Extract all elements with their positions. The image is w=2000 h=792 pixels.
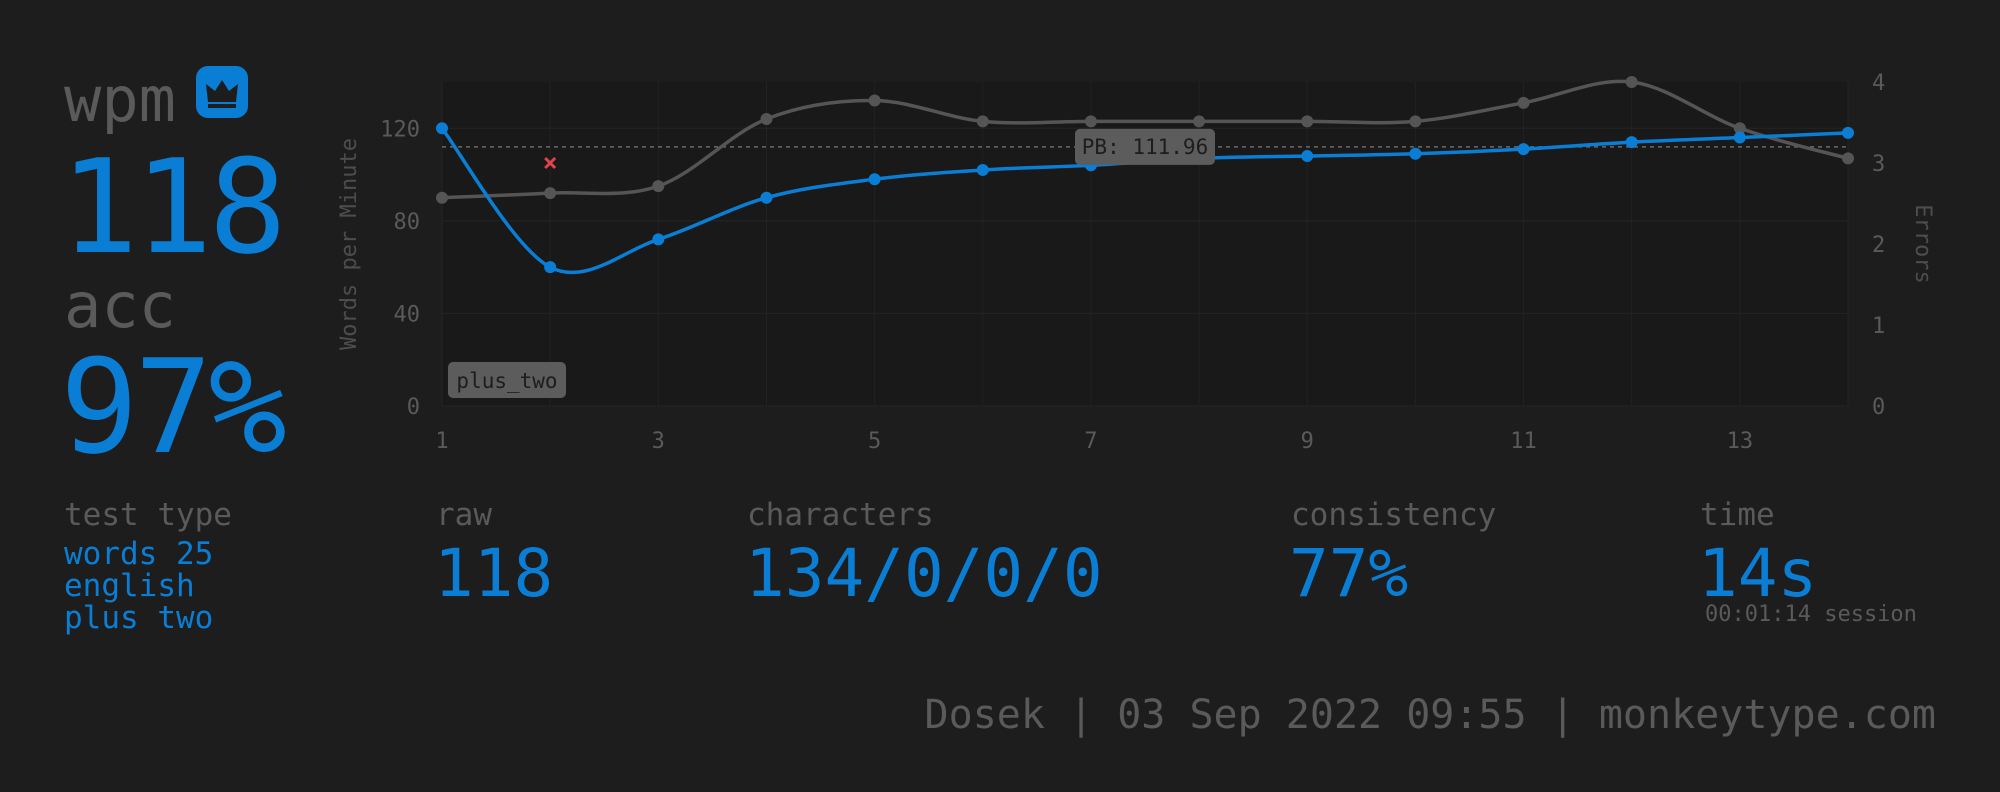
x-tick-label: 7 (1084, 429, 1097, 454)
raw-point (976, 115, 989, 128)
raw-point (436, 191, 448, 204)
test-type-list: words 25 english plus two (64, 538, 213, 634)
error-marker (544, 156, 557, 170)
pb-label: PB: 111.96 (1082, 135, 1208, 159)
test-type-language: english (64, 568, 195, 604)
consistency-label: consistency (1291, 497, 1497, 533)
funbox-annotation-box (448, 362, 566, 398)
wpm-point (1625, 136, 1638, 149)
raw-point (652, 180, 665, 193)
x-tick-label: 11 (1510, 429, 1537, 454)
session-time: 00:01:14 session (1705, 602, 1917, 627)
pb-label-box (1075, 128, 1215, 165)
raw-point (1301, 115, 1314, 128)
wpm-label: wpm (64, 63, 176, 136)
x-tick-label: 5 (868, 429, 881, 454)
wpm-point (1733, 131, 1746, 144)
x-tick-label: 1 (435, 429, 448, 454)
wpm-point (544, 261, 557, 274)
raw-point (760, 113, 773, 126)
test-type-label: test type (64, 497, 232, 533)
raw-point (1084, 115, 1097, 128)
y2-tick-label: 4 (1872, 71, 1885, 96)
raw-point (1733, 122, 1746, 135)
funbox-annotation: plus_two (456, 369, 557, 393)
crown-icon (196, 66, 248, 118)
time-value: 14s (1698, 535, 1818, 612)
acc-value: 97% (60, 331, 287, 483)
test-type-mode: words 25 (64, 536, 214, 572)
raw-point (1517, 96, 1530, 109)
consistency-value: 77% (1289, 535, 1409, 612)
raw-point (1842, 152, 1854, 165)
wpm-value: 118 (60, 131, 287, 283)
y2-axis-title: Errors (1910, 204, 1935, 283)
raw-point (868, 94, 881, 107)
wpm-point (436, 122, 448, 135)
wpm-point (760, 191, 773, 204)
wpm-point (976, 163, 989, 176)
raw-point (1193, 115, 1206, 128)
y2-tick-label: 3 (1872, 152, 1885, 177)
characters-label: characters (747, 497, 934, 533)
test-type-funbox: plus two (64, 600, 214, 636)
y-axis-title: Words per Minute (337, 138, 362, 350)
characters-value: 134/0/0/0 (745, 535, 1103, 612)
wpm-point (652, 233, 665, 246)
raw-value: 118 (434, 535, 554, 612)
raw-point (1409, 115, 1422, 128)
y-tick-label: 40 (394, 302, 421, 327)
x-tick-label: 9 (1301, 429, 1314, 454)
y-tick-label: 0 (407, 395, 420, 420)
wpm-point (1517, 143, 1530, 156)
raw-point (1625, 76, 1638, 88)
acc-label: acc (64, 269, 176, 342)
raw-label: raw (436, 497, 492, 533)
x-tick-label: 3 (652, 429, 665, 454)
y2-tick-label: 0 (1872, 395, 1885, 420)
y2-tick-label: 2 (1872, 233, 1885, 258)
footer-watermark: Dosek | 03 Sep 2022 09:55 | monkeytype.c… (924, 692, 1936, 738)
wpm-point (1409, 147, 1422, 160)
raw-point (544, 187, 557, 200)
y2-tick-label: 1 (1872, 314, 1885, 339)
wpm-point (1842, 126, 1854, 139)
x-tick-label: 13 (1727, 429, 1754, 454)
y-tick-label: 120 (380, 117, 420, 142)
wpm-point (868, 173, 881, 186)
time-label: time (1700, 497, 1775, 533)
wpm-point (1301, 150, 1314, 163)
y-tick-label: 80 (394, 210, 421, 235)
